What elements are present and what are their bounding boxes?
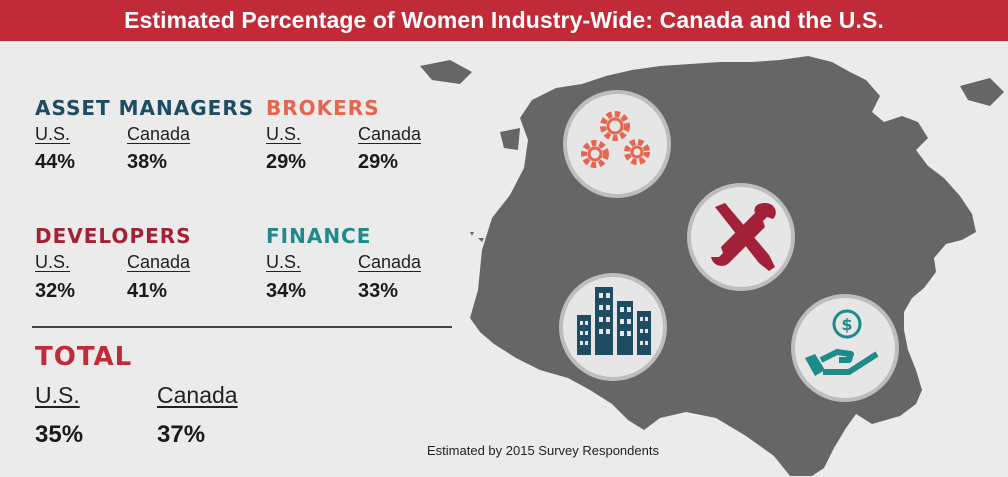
footnote: Estimated by 2015 Survey Respondents — [427, 443, 659, 458]
total-heading: TOTAL — [35, 342, 133, 372]
finance-canada-label: Canada — [358, 252, 422, 272]
section-divider — [32, 326, 452, 328]
developers-heading: DEVELOPERS — [35, 224, 192, 248]
developers-us-value: 32% — [35, 280, 76, 302]
page-title: Estimated Percentage of Women Industry-W… — [0, 0, 1008, 41]
developers-canada-value: 41% — [127, 280, 168, 302]
money-hand-icon: $ — [791, 294, 899, 402]
brokers-canada-label: Canada — [358, 124, 422, 144]
asset-managers-canada-label: Canada — [127, 124, 191, 144]
brokers-canada-value: 29% — [358, 151, 399, 173]
gears-icon — [563, 90, 671, 198]
svg-text:$: $ — [841, 315, 852, 334]
asset-managers-us-value: 44% — [35, 151, 76, 173]
finance-canada-value: 33% — [358, 280, 399, 302]
total-us-value: 35% — [35, 421, 84, 448]
brokers-heading: BROKERS — [266, 96, 380, 120]
wrench-screwdriver-icon — [687, 183, 795, 291]
asset-managers-us-label: U.S. — [35, 124, 71, 144]
brokers-us-value: 29% — [266, 151, 307, 173]
developers-us-label: U.S. — [35, 252, 71, 272]
finance-heading: FINANCE — [266, 224, 372, 248]
brokers-us-label: U.S. — [266, 124, 302, 144]
total-us-label: U.S. — [35, 382, 80, 408]
buildings-icon — [559, 273, 667, 381]
asset-managers-canada-value: 38% — [127, 151, 168, 173]
asset-managers-heading: ASSET MANAGERS — [35, 96, 255, 120]
total-canada-label: Canada — [157, 382, 238, 408]
developers-canada-label: Canada — [127, 252, 191, 272]
finance-us-value: 34% — [266, 280, 307, 302]
finance-us-label: U.S. — [266, 252, 302, 272]
total-canada-value: 37% — [157, 421, 206, 448]
